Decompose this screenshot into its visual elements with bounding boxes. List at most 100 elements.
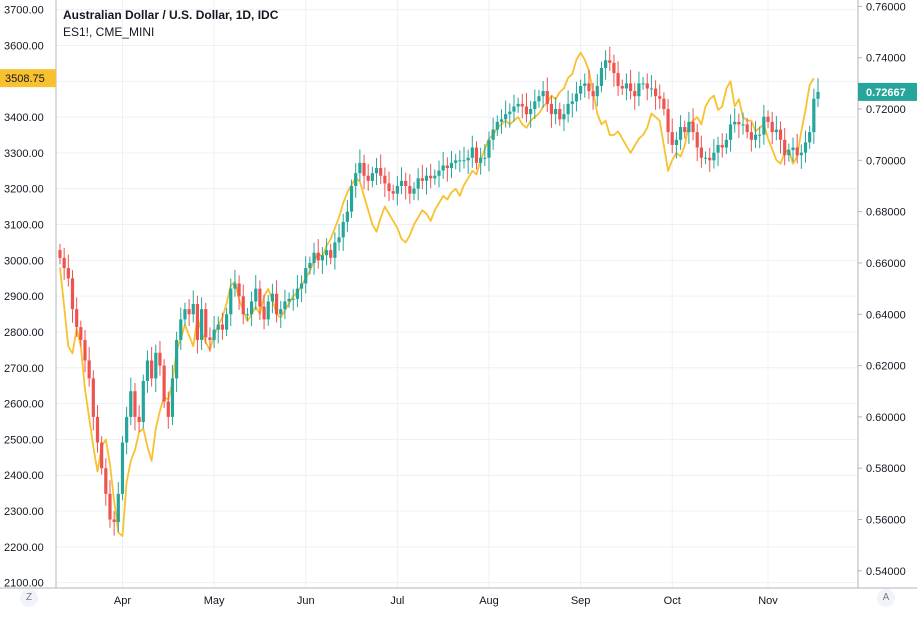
candle-body: [254, 288, 258, 302]
candle-body: [162, 365, 166, 402]
x-tick-label: Apr: [114, 595, 131, 607]
candle-body: [274, 293, 279, 315]
candle-body: [462, 160, 466, 162]
right-tick-label: 0.56000: [866, 515, 906, 527]
candle-body: [483, 157, 487, 159]
candle-body: [249, 301, 254, 315]
right-tick-label: 0.62000: [866, 361, 906, 373]
candle-body: [387, 183, 391, 192]
candle-body: [191, 304, 195, 315]
candle-body: [258, 288, 262, 307]
candle-body: [383, 175, 387, 184]
candle-body: [716, 144, 720, 153]
candle-body: [374, 168, 379, 174]
candle-body: [175, 339, 179, 379]
left-tick-label: 2200.00: [4, 542, 44, 554]
es1-line: [59, 51, 815, 537]
candle-body: [466, 157, 470, 161]
candle-body: [133, 391, 137, 417]
left-tick-label: 3600.00: [4, 40, 44, 52]
x-tick-label: May: [204, 595, 225, 607]
candle-body: [770, 121, 774, 133]
candle-body: [399, 180, 404, 186]
right-tick-label: 0.70000: [866, 155, 906, 167]
candle-body: [570, 101, 574, 104]
candle-body: [703, 157, 708, 159]
candle-body: [283, 301, 287, 310]
candle-body: [179, 319, 183, 340]
x-tick-label: Jul: [390, 595, 404, 607]
right-tick-label: 0.68000: [866, 207, 906, 219]
right-last-price-tag: [858, 82, 917, 101]
candle-body: [145, 360, 150, 381]
grid: [56, 0, 858, 588]
candle-body: [720, 144, 724, 148]
candle-body: [595, 85, 599, 97]
candle-body: [637, 83, 641, 97]
candle-body: [229, 288, 233, 315]
candle-body: [120, 442, 125, 494]
candle-body: [791, 147, 795, 151]
candle-body: [416, 178, 420, 189]
candle-body: [358, 162, 362, 174]
candle-body: [470, 147, 474, 158]
candle-body: [491, 129, 495, 140]
candle-body: [608, 60, 612, 63]
candle-body: [545, 91, 549, 104]
candle-body: [100, 442, 104, 469]
right-last-price-label: 0.72667: [866, 87, 906, 99]
candles: [58, 46, 820, 536]
candle-body: [437, 170, 441, 176]
candle-body: [678, 126, 683, 140]
candle-body: [474, 147, 479, 163]
legend: Australian Dollar / U.S. Dollar, 1D, IDC…: [63, 7, 278, 41]
candle-body: [712, 152, 716, 161]
candle-body: [454, 160, 458, 163]
candle-body: [758, 134, 762, 136]
right-tick-label: 0.72000: [866, 104, 906, 116]
candle-body: [212, 329, 216, 340]
candle-body: [778, 129, 783, 140]
candle-body: [616, 73, 620, 86]
candle-body: [783, 139, 787, 156]
candle-body: [304, 268, 308, 284]
right-tick-label: 0.76000: [866, 1, 906, 13]
candle-body: [362, 162, 366, 176]
candle-body: [116, 493, 120, 523]
candle-body: [728, 124, 733, 140]
candle-body: [674, 139, 678, 145]
candle-body: [404, 180, 408, 186]
x-tick-label: Oct: [664, 595, 681, 607]
left-tick-label: 3000.00: [4, 255, 44, 267]
candle-body: [312, 252, 316, 263]
candle-body: [508, 111, 512, 115]
candle-body: [579, 85, 583, 94]
overlay-series: [59, 51, 815, 537]
left-tick-label: 2900.00: [4, 291, 44, 303]
candle-body: [799, 152, 803, 156]
candle-body: [683, 126, 687, 133]
candle-body: [753, 134, 758, 140]
candle-body: [266, 301, 270, 320]
left-tick-label: 2800.00: [4, 327, 44, 339]
candle-body: [670, 132, 674, 145]
candle-body: [787, 150, 791, 156]
candle-body: [233, 283, 237, 289]
right-tick-label: 0.58000: [866, 463, 906, 475]
candle-body: [537, 96, 541, 102]
candle-body: [808, 132, 812, 143]
timezone-button[interactable]: Z: [20, 589, 38, 607]
candle-body: [566, 103, 570, 115]
left-tick-label: 2500.00: [4, 434, 44, 446]
candle-body: [658, 96, 662, 99]
candle-body: [695, 132, 699, 148]
candle-body: [354, 173, 358, 186]
candle-body: [391, 191, 395, 194]
auto-scale-button[interactable]: A: [877, 589, 895, 607]
legend-title: Australian Dollar / U.S. Dollar, 1D, IDC: [63, 8, 279, 22]
candle-body: [449, 162, 454, 169]
candle-body: [87, 360, 91, 379]
x-tick-label: Sep: [571, 595, 591, 607]
